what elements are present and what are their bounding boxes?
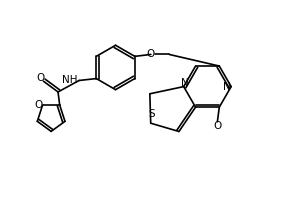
Text: NH: NH: [62, 75, 77, 85]
Text: O: O: [147, 49, 155, 59]
Text: O: O: [36, 73, 44, 83]
Text: N: N: [181, 78, 188, 88]
Text: S: S: [148, 109, 155, 119]
Text: O: O: [34, 100, 43, 110]
Text: O: O: [213, 121, 221, 131]
Text: N: N: [223, 82, 230, 92]
